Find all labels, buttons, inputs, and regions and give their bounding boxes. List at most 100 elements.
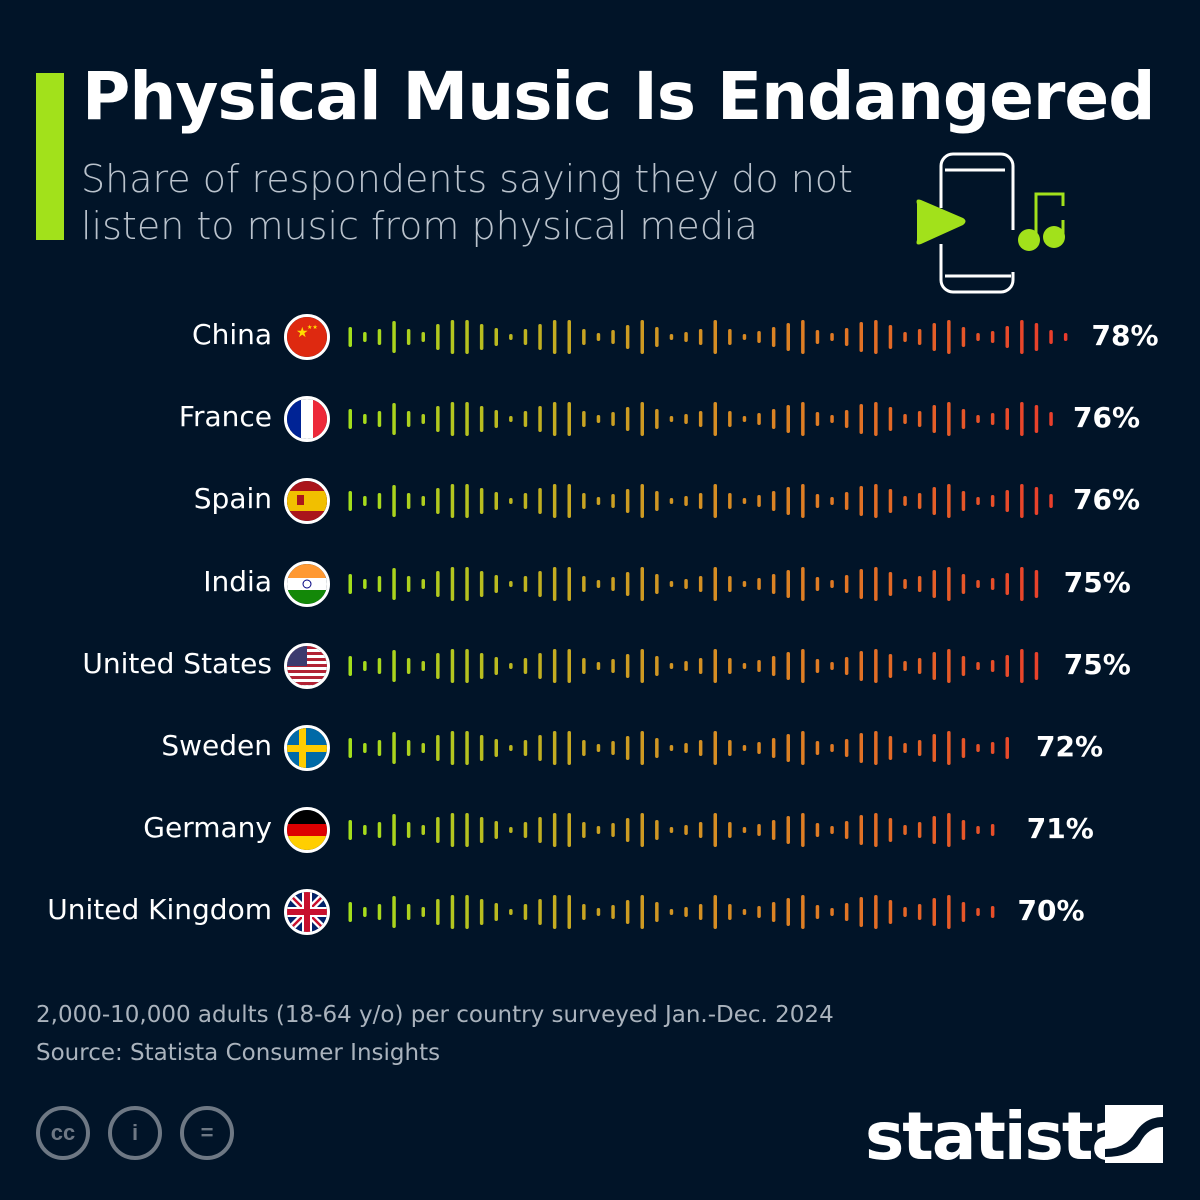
bar-segment	[669, 909, 674, 916]
bar-segment	[596, 908, 601, 917]
bar-segment	[538, 488, 542, 515]
bar-segment	[377, 575, 382, 592]
bar-segment	[874, 402, 878, 437]
bar-segment	[538, 570, 542, 597]
bar-segment	[830, 415, 834, 424]
bar-segment	[509, 827, 513, 834]
bar-segment	[961, 902, 966, 923]
bar-segment	[363, 743, 367, 753]
bar-segment	[625, 571, 630, 596]
bar-segment	[479, 406, 484, 433]
bar-segment	[552, 484, 557, 519]
bar-segment	[567, 731, 571, 765]
bar-segment	[465, 731, 469, 765]
bar-segment	[1034, 405, 1039, 434]
bar-segment	[1049, 412, 1053, 427]
bar-segment	[582, 329, 586, 345]
bar-segment	[961, 655, 966, 676]
bar-segment	[859, 733, 863, 763]
survey-note: 2,000-10,000 adults (18-64 y/o) per coun…	[36, 1002, 834, 1028]
bar-segment	[479, 899, 484, 926]
bar-segment	[669, 498, 674, 505]
bar-segment	[494, 410, 498, 429]
bar-segment	[625, 325, 630, 349]
bar-segment	[348, 820, 352, 841]
bar-segment	[932, 405, 936, 434]
bar-segment	[436, 488, 440, 515]
bar-segment	[421, 660, 425, 671]
bar-segment	[771, 902, 776, 923]
bar-segment	[348, 655, 352, 676]
bar-segment	[669, 745, 674, 751]
bar-segment	[961, 327, 966, 347]
no-derivatives-icon[interactable]: =	[180, 1106, 234, 1160]
bar-segment	[698, 740, 703, 756]
bar-segment	[640, 731, 644, 765]
bar-segment	[465, 566, 469, 601]
statista-logo[interactable]: statista	[865, 1098, 1136, 1175]
bar-united-states	[348, 648, 1039, 683]
bar-segment	[611, 330, 615, 344]
bar-segment	[801, 731, 805, 765]
attribution-icon[interactable]: i	[108, 1106, 162, 1160]
bar-segment	[874, 566, 878, 601]
bar-segment	[713, 320, 717, 354]
bar-segment	[509, 416, 513, 423]
bar-segment	[523, 822, 528, 839]
bar-china	[348, 320, 1068, 354]
bar-segment	[771, 491, 776, 512]
bar-segment	[509, 745, 513, 751]
bar-segment	[684, 496, 688, 507]
bar-segment	[728, 904, 732, 921]
bar-segment	[494, 492, 498, 511]
bar-segment	[1034, 651, 1039, 680]
bar-segment	[625, 653, 630, 678]
bar-segment	[961, 409, 966, 430]
bar-segment	[786, 569, 790, 598]
bar-segment	[757, 824, 761, 837]
bar-segment	[844, 903, 849, 922]
bar-segment	[465, 648, 469, 683]
bar-segment	[786, 734, 790, 762]
bar-segment	[436, 899, 440, 926]
bar-segment	[903, 907, 907, 918]
bar-segment	[815, 412, 820, 427]
bar-segment	[917, 740, 922, 756]
bar-segment	[348, 491, 352, 512]
bar-segment	[465, 402, 469, 437]
bar-segment	[538, 735, 542, 761]
bar-segment	[392, 567, 396, 600]
bar-segment	[421, 414, 425, 425]
bar-segment	[698, 904, 703, 921]
bar-segment	[771, 573, 776, 594]
bar-segment	[655, 902, 659, 923]
bar-segment	[363, 414, 367, 425]
bar-segment	[932, 569, 936, 598]
svg-text:★: ★	[296, 324, 309, 340]
bar-segment	[363, 578, 367, 589]
bar-segment	[567, 566, 571, 601]
bar-segment	[903, 414, 907, 425]
bar-segment	[801, 813, 805, 848]
bar-segment	[567, 648, 571, 683]
bar-segment	[801, 895, 805, 930]
bar-segment	[976, 497, 980, 506]
bar-segment	[640, 320, 644, 354]
bar-segment	[611, 823, 615, 838]
bar-segment	[494, 328, 498, 346]
bar-segment	[947, 731, 951, 765]
bar-segment	[450, 402, 455, 437]
bar-segment	[932, 816, 936, 845]
flag-india-icon	[284, 560, 330, 607]
bar-segment	[903, 578, 907, 589]
bar-segment	[406, 740, 411, 756]
bar-segment	[392, 649, 396, 682]
bar-segment	[698, 493, 703, 510]
value-label: 75%	[1063, 565, 1131, 599]
cc-license-icon[interactable]: cc	[36, 1106, 90, 1160]
bar-segment	[859, 486, 863, 517]
bar-segment	[640, 813, 644, 848]
bar-segment	[859, 650, 863, 681]
bar-segment	[552, 731, 557, 765]
bar-segment	[406, 493, 411, 510]
